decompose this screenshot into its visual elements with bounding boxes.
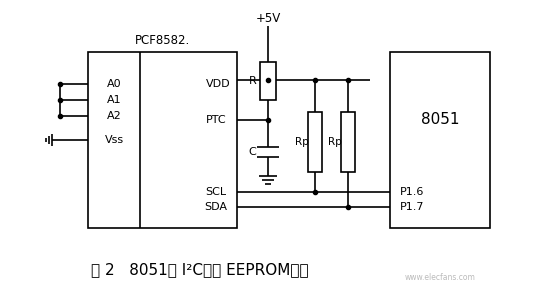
Text: SDA: SDA — [205, 202, 228, 212]
Text: PTC: PTC — [206, 115, 226, 125]
Text: C: C — [248, 147, 256, 157]
Text: VDD: VDD — [206, 79, 230, 89]
Text: 8051: 8051 — [421, 112, 459, 128]
Bar — [390, 52, 490, 228]
Text: P1.6: P1.6 — [400, 187, 424, 197]
Text: +5V: +5V — [255, 11, 281, 25]
Text: Vss: Vss — [104, 135, 124, 145]
Bar — [341, 112, 355, 172]
Text: PCF8582.: PCF8582. — [135, 33, 190, 47]
Bar — [260, 62, 276, 100]
Bar — [308, 112, 322, 172]
Text: P1.7: P1.7 — [400, 202, 424, 212]
Text: A0: A0 — [107, 79, 121, 89]
Text: A1: A1 — [107, 95, 121, 105]
Text: SCL: SCL — [206, 187, 226, 197]
Text: www.elecfans.com: www.elecfans.com — [405, 273, 475, 283]
Text: 图 2   8051经 I²C扩展 EEPROM接口: 图 2 8051经 I²C扩展 EEPROM接口 — [91, 263, 309, 277]
Text: Rp: Rp — [295, 137, 309, 147]
Text: R: R — [249, 76, 257, 86]
Text: A2: A2 — [107, 111, 121, 121]
Text: Rp: Rp — [328, 137, 342, 147]
Bar — [88, 52, 237, 228]
